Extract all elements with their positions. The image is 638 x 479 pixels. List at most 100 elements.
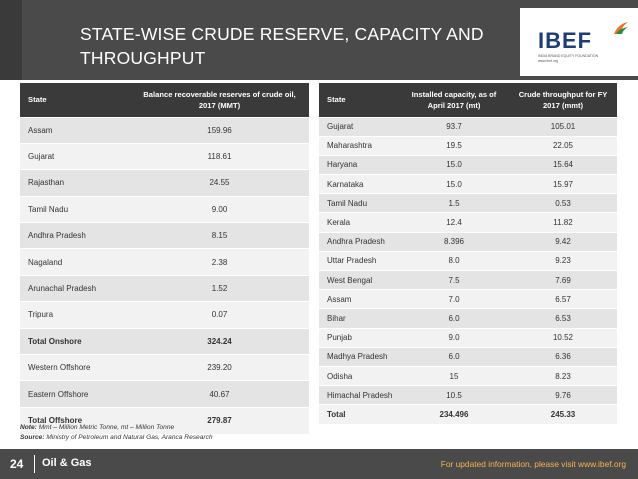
- table-row: Total Offshore 279.87: [20, 406, 309, 434]
- value-cell: 118.61: [130, 142, 309, 170]
- capacity-cell: 6.0: [399, 346, 509, 367]
- value-cell: 9.00: [130, 195, 309, 223]
- footer-bar: 24 Oil & Gas For updated information, pl…: [0, 449, 638, 479]
- table-row: Western Offshore 239.20: [20, 354, 309, 381]
- capacity-cell: 12.4: [399, 212, 509, 233]
- logo-text: IBEF: [538, 28, 593, 53]
- capacity-header-state: State: [319, 83, 399, 117]
- state-cell: Tamil Nadu: [20, 195, 130, 223]
- value-cell: 40.67: [130, 380, 309, 408]
- throughput-cell: 6.53: [509, 308, 617, 329]
- table-row: Uttar Pradesh 8.0 9.23: [319, 250, 617, 271]
- state-cell: Gujarat: [319, 116, 399, 137]
- table-row: Assam 159.96: [20, 116, 309, 144]
- state-cell: Assam: [319, 289, 399, 309]
- table-row: Total 234.496 245.33: [319, 404, 617, 424]
- value-cell: 24.55: [130, 169, 309, 197]
- state-cell: Eastern Offshore: [20, 380, 130, 408]
- capacity-cell: 93.7: [399, 116, 509, 137]
- header-accent: [0, 0, 22, 80]
- table-row: West Bengal 7.5 7.69: [319, 269, 617, 290]
- capacity-header-throughput: Crude throughput for FY 2017 (mmt): [509, 83, 617, 117]
- source-text: Ministry of Petroleum and Natural Gas, A…: [44, 434, 213, 441]
- table-row: Madhya Pradesh 6.0 6.36: [319, 346, 617, 367]
- note-label: Note:: [20, 424, 37, 431]
- throughput-cell: 0.53: [509, 193, 617, 213]
- state-cell: Total: [319, 404, 399, 424]
- note-line: Note: Mmt – Million Metric Tonne, mt – M…: [20, 423, 213, 433]
- state-cell: Punjab: [319, 327, 399, 348]
- value-cell: 159.96: [130, 116, 309, 144]
- section-name: Oil & Gas: [42, 457, 92, 469]
- capacity-cell: 8.0: [399, 250, 509, 271]
- throughput-cell: 10.52: [509, 327, 617, 348]
- capacity-cell: 9.0: [399, 327, 509, 348]
- value-cell: 239.20: [130, 354, 309, 381]
- throughput-cell: 8.23: [509, 365, 617, 386]
- state-cell: Andhra Pradesh: [319, 231, 399, 252]
- value-cell: 8.15: [130, 222, 309, 249]
- throughput-cell: 9.76: [509, 385, 617, 405]
- state-cell: Maharashtra: [319, 135, 399, 156]
- capacity-cell: 234.496: [399, 404, 509, 424]
- footer-divider: [34, 455, 35, 473]
- state-cell: Karnataka: [319, 174, 399, 194]
- value-cell: 279.87: [130, 406, 309, 434]
- state-cell: Haryana: [319, 154, 399, 175]
- throughput-cell: 6.57: [509, 289, 617, 309]
- state-cell: Kerala: [319, 212, 399, 233]
- capacity-cell: 7.0: [399, 289, 509, 309]
- footnote: Note: Mmt – Million Metric Tonne, mt – M…: [20, 423, 213, 443]
- state-cell: Arunachal Pradesh: [20, 274, 130, 302]
- state-cell: Tamil Nadu: [319, 193, 399, 213]
- capacity-header-installed: Installed capacity, as of April 2017 (mt…: [399, 83, 509, 117]
- table-row: Maharashtra 19.5 22.05: [319, 135, 617, 156]
- state-cell: Western Offshore: [20, 354, 130, 381]
- footer-link[interactable]: For updated information, please visit ww…: [440, 459, 626, 469]
- source-line: Source: Ministry of Petroleum and Natura…: [20, 433, 213, 443]
- state-cell: Bihar: [319, 308, 399, 329]
- table-row: Gujarat 118.61: [20, 142, 309, 170]
- state-cell: Rajasthan: [20, 169, 130, 197]
- state-cell: Nagaland: [20, 248, 130, 276]
- value-cell: 1.52: [130, 274, 309, 302]
- state-cell: Madhya Pradesh: [319, 346, 399, 367]
- throughput-cell: 11.82: [509, 212, 617, 233]
- state-cell: Tripura: [20, 301, 130, 329]
- throughput-cell: 9.23: [509, 250, 617, 271]
- capacity-cell: 6.0: [399, 308, 509, 329]
- table-row: Gujarat 93.7 105.01: [319, 116, 617, 137]
- throughput-cell: 22.05: [509, 135, 617, 156]
- table-row: Odisha 15 8.23: [319, 365, 617, 386]
- table-row: Himachal Pradesh 10.5 9.76: [319, 385, 617, 405]
- state-cell: Assam: [20, 116, 130, 144]
- page-title: STATE-WISE CRUDE RESERVE, CAPACITY AND T…: [80, 24, 484, 68]
- capacity-cell: 1.5: [399, 193, 509, 213]
- throughput-cell: 105.01: [509, 116, 617, 137]
- table-row: Nagaland 2.38: [20, 248, 309, 276]
- capacity-cell: 7.5: [399, 269, 509, 290]
- reserves-header-value: Balance recoverable reserves of crude oi…: [130, 83, 309, 117]
- logo-url: www.ibef.org: [538, 59, 559, 63]
- value-cell: 2.38: [130, 248, 309, 276]
- state-cell: Odisha: [319, 365, 399, 386]
- flag-icon: [614, 22, 628, 34]
- state-cell: West Bengal: [319, 269, 399, 290]
- state-cell: Uttar Pradesh: [319, 250, 399, 271]
- value-cell: 324.24: [130, 327, 309, 355]
- throughput-cell: 15.97: [509, 174, 617, 194]
- reserves-table: State Balance recoverable reserves of cr…: [20, 83, 309, 434]
- table-row: Tripura 0.07: [20, 301, 309, 329]
- throughput-cell: 245.33: [509, 404, 617, 424]
- source-label: Source:: [20, 434, 45, 441]
- table-row: Tamil Nadu 9.00: [20, 195, 309, 223]
- capacity-cell: 15.0: [399, 154, 509, 175]
- table-row: Andhra Pradesh 8.15: [20, 222, 309, 249]
- note-text: Mmt – Million Metric Tonne, mt – Million…: [36, 424, 175, 431]
- table-row: Total Onshore 324.24: [20, 327, 309, 355]
- state-cell: Gujarat: [20, 142, 130, 170]
- table-row: Andhra Pradesh 8.396 9.42: [319, 231, 617, 252]
- throughput-cell: 6.36: [509, 346, 617, 367]
- state-cell: Andhra Pradesh: [20, 222, 130, 249]
- table-row: Rajasthan 24.55: [20, 169, 309, 197]
